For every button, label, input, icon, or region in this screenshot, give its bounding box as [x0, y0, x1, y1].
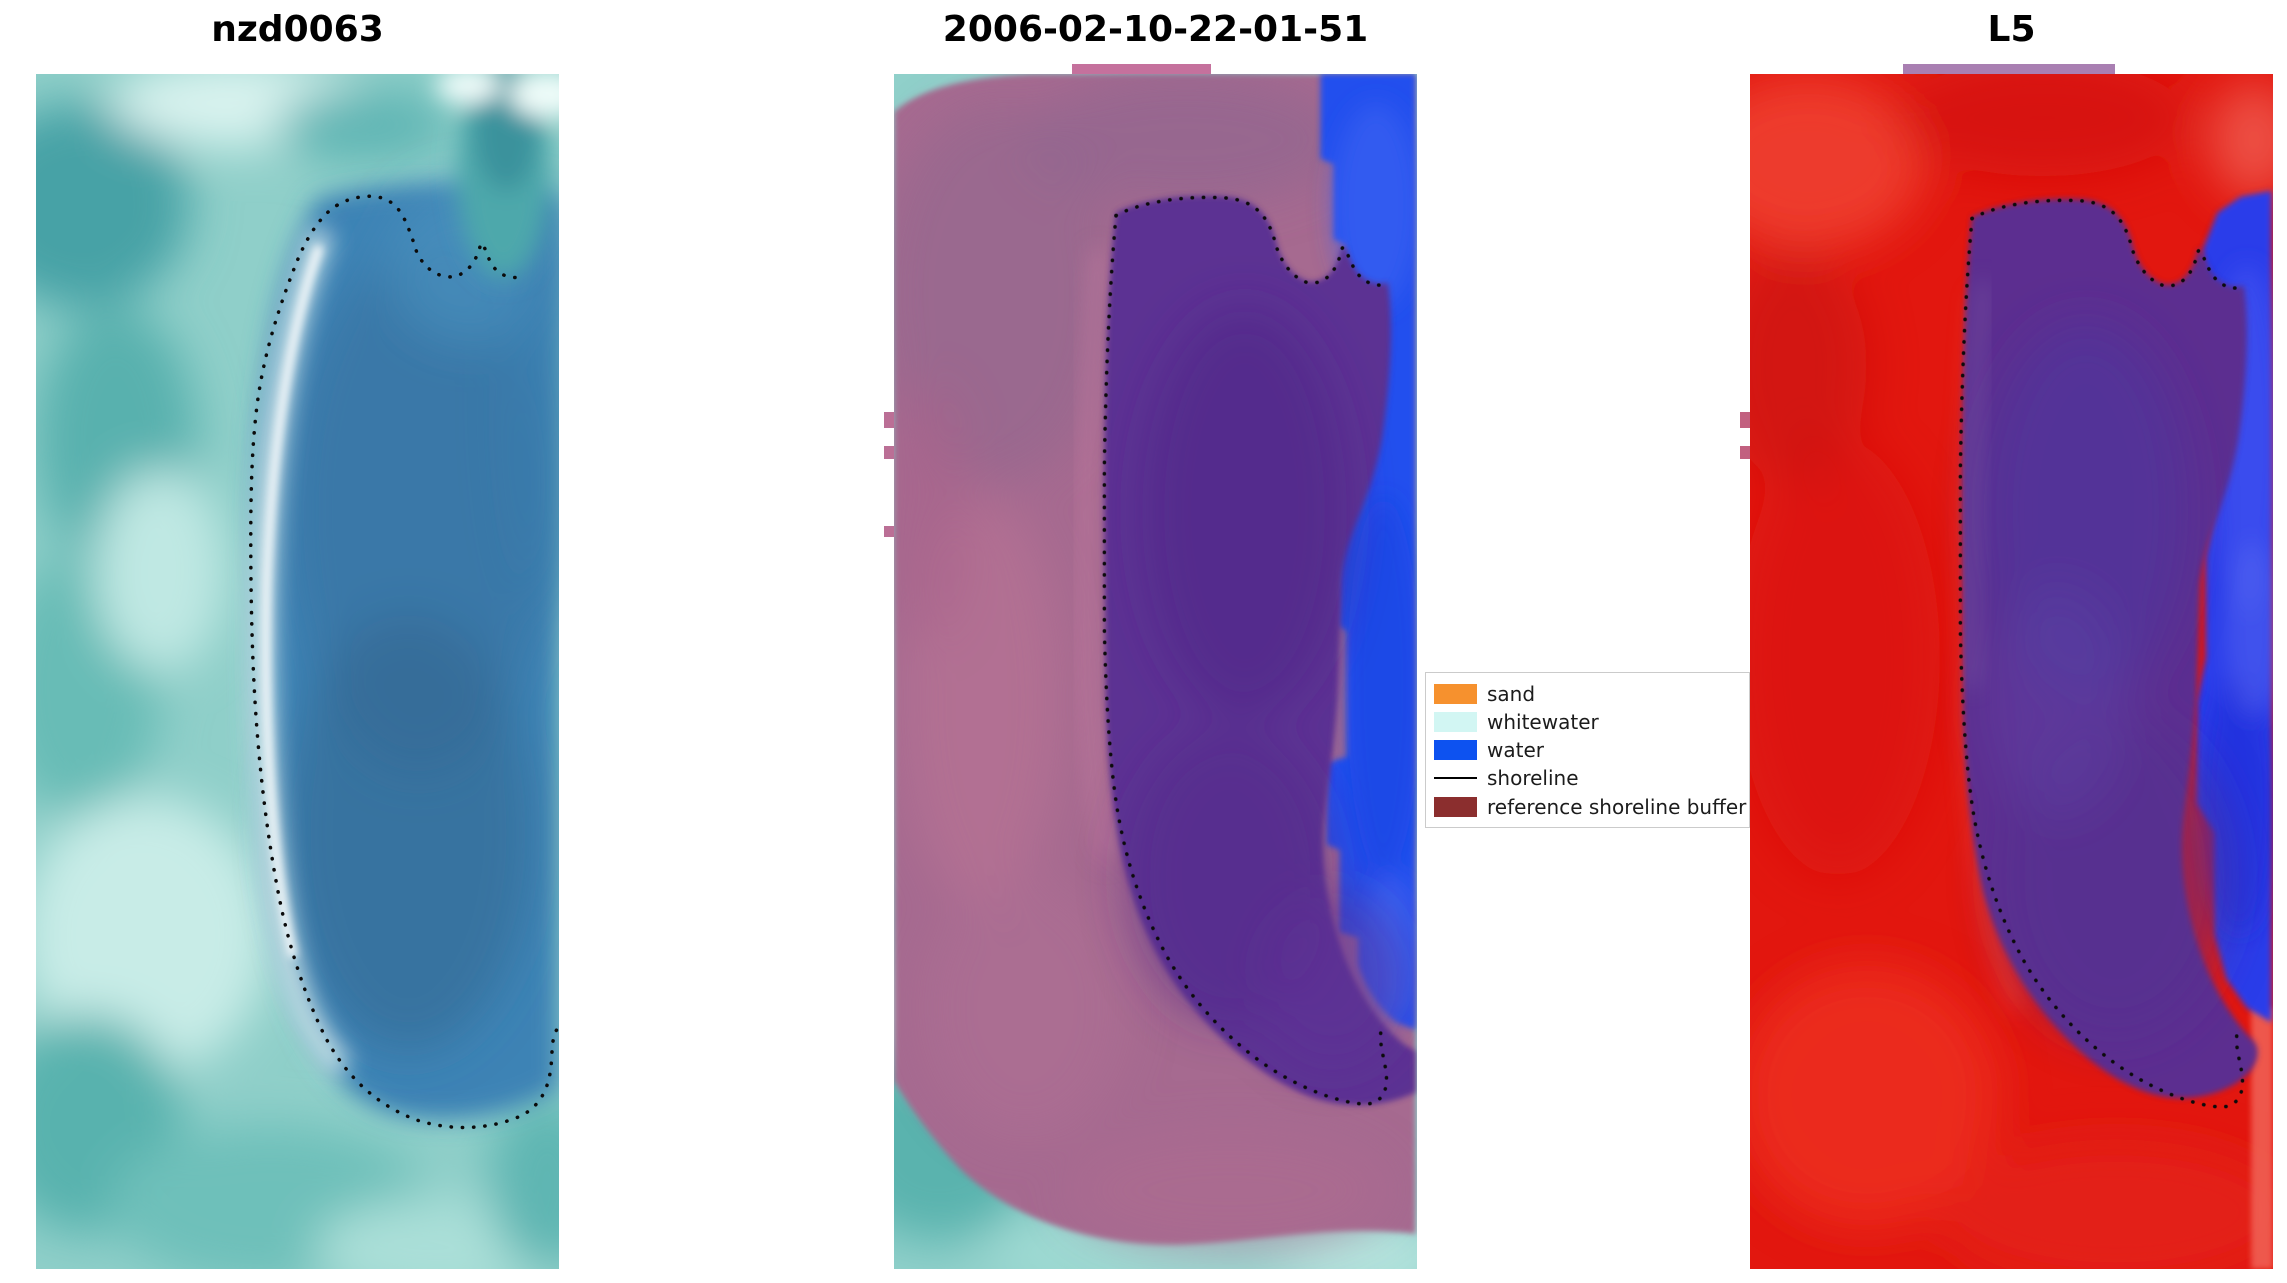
buffer-left-tab: [884, 526, 895, 537]
legend-item-sand: sand: [1434, 680, 1749, 707]
l5-classified-image: [1750, 74, 2273, 1269]
legend-item-water: water: [1434, 737, 1749, 764]
buffer-top-tab: [1072, 64, 1211, 75]
whitewater-swatch: [1434, 711, 1477, 732]
legend-item-whitewater: whitewater: [1434, 708, 1749, 735]
satellite-rgb-image: [36, 74, 559, 1269]
shoreline-line-swatch: [1434, 777, 1477, 780]
panel-title-left: nzd0063: [211, 9, 384, 50]
legend-label-sand: sand: [1487, 681, 1536, 706]
classified-image: [894, 74, 1417, 1269]
buffer-left-tab: [884, 412, 895, 428]
buffer-left-tab: [1740, 412, 1751, 428]
legend-item-reference-shoreline-buffer: reference shoreline buffer: [1434, 793, 1749, 820]
legend-label-whitewater: whitewater: [1487, 709, 1599, 734]
legend: sand whitewater water shoreline referenc…: [1425, 672, 1750, 828]
reference-buffer-swatch: [1434, 796, 1477, 817]
sand-swatch: [1434, 683, 1477, 704]
legend-label-shoreline: shoreline: [1487, 766, 1579, 791]
water-swatch: [1434, 740, 1477, 760]
panel-l5-image: [1740, 64, 2273, 1269]
panel-title-middle: 2006-02-10-22-01-51: [942, 9, 1369, 50]
legend-label-reference-shoreline-buffer: reference shoreline buffer: [1487, 794, 1747, 819]
buffer-left-tab: [1740, 446, 1751, 459]
shoreline-dotted-path: [248, 203, 559, 1130]
panel-rgb-image: [36, 74, 559, 1269]
legend-item-shoreline: shoreline: [1434, 765, 1749, 792]
buffer-top-tab: [1903, 64, 2115, 75]
legend-label-water: water: [1487, 738, 1544, 762]
buffer-left-tab: [884, 446, 895, 459]
shoreline-dotted-path: [335, 194, 525, 280]
panel-classified-image: [884, 64, 1417, 1269]
panel-title-right: L5: [1987, 9, 2036, 50]
